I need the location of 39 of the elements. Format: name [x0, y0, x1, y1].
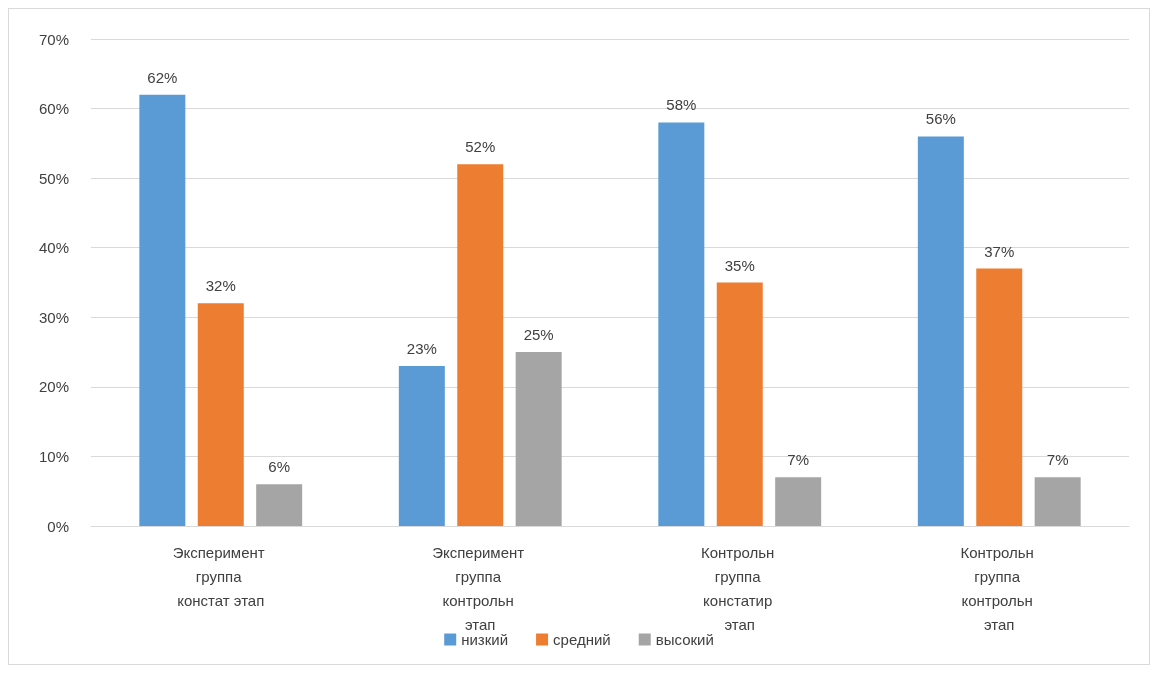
- x-tick-label: Эксперимент группа констат этап: [172, 543, 269, 609]
- bar: [917, 136, 964, 526]
- bar: [457, 164, 504, 526]
- legend-label: средний: [553, 631, 611, 648]
- data-label: 56%: [925, 110, 956, 128]
- y-tick-label: 20%: [38, 378, 69, 396]
- data-label: 23%: [406, 339, 437, 357]
- bar: [775, 477, 822, 526]
- data-label: 25%: [523, 326, 554, 344]
- data-label: 6%: [268, 458, 291, 476]
- bar: [716, 282, 763, 526]
- bar: [398, 365, 445, 526]
- bar: [515, 352, 562, 526]
- data-label: 52%: [465, 138, 496, 156]
- bar: [658, 122, 705, 526]
- data-label: 58%: [666, 96, 697, 114]
- x-tick-label: Контрольн группа констатир этап: [700, 543, 779, 633]
- x-tick-label: Эксперимент группа контрольн этап: [432, 543, 529, 633]
- data-label: 32%: [205, 277, 236, 295]
- data-label: 35%: [724, 256, 755, 274]
- bar: [976, 268, 1023, 526]
- legend-label: низкий: [461, 631, 509, 648]
- y-tick-label: 40%: [38, 239, 69, 257]
- bar: [197, 303, 244, 526]
- x-tick-label: Контрольн группа контрольн этап: [960, 543, 1039, 633]
- y-tick-label: 50%: [38, 169, 69, 187]
- data-label: 62%: [147, 68, 178, 86]
- y-tick-label: 30%: [38, 308, 69, 326]
- y-tick-label: 10%: [38, 447, 69, 465]
- y-tick-label: 0%: [47, 517, 69, 535]
- bar: [256, 484, 303, 526]
- bar: [1034, 477, 1081, 526]
- legend-label: высокий: [655, 631, 714, 648]
- y-tick-label: 60%: [38, 100, 69, 118]
- data-label: 37%: [984, 242, 1015, 260]
- y-tick-label: 70%: [38, 30, 69, 48]
- data-label: 7%: [1046, 451, 1069, 469]
- data-label: 7%: [787, 451, 810, 469]
- bar: [139, 94, 186, 526]
